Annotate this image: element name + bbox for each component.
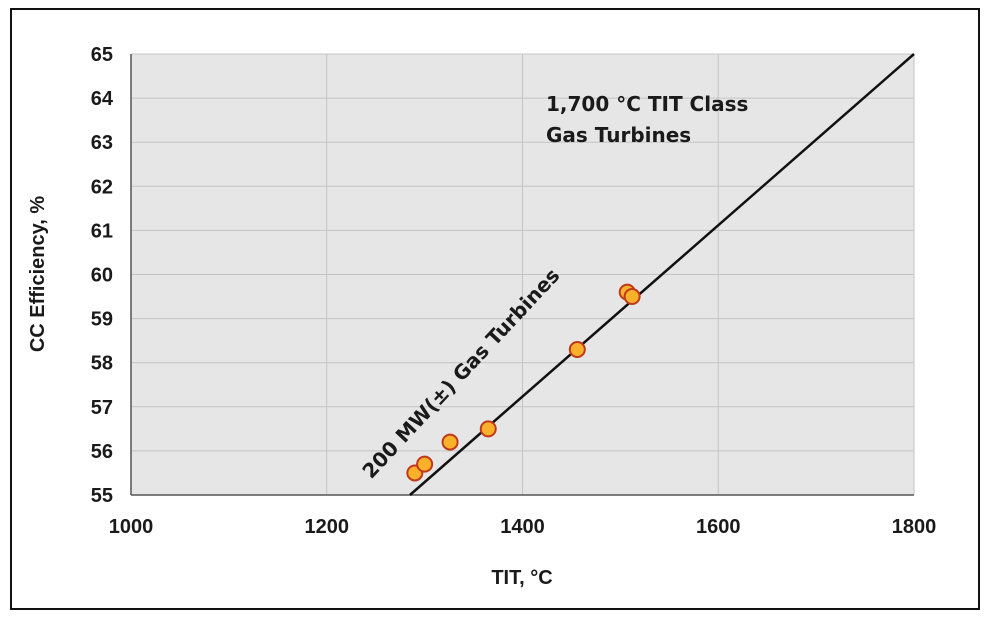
- data-point: [479, 420, 497, 438]
- x-tick-1800: 1800: [892, 516, 937, 538]
- y-tick-63: 63: [91, 132, 113, 154]
- grid: [131, 53, 915, 495]
- y-tick-62: 62: [91, 176, 113, 198]
- y-tick-61: 61: [91, 220, 113, 242]
- x-axis-label: TIT, °C: [491, 567, 552, 589]
- y-tick-64: 64: [91, 88, 114, 110]
- trend-line: [409, 53, 915, 496]
- x-tick-1000: 1000: [109, 516, 154, 538]
- data-point: [568, 340, 586, 358]
- y-tick-labels: 55 56 57 58 59 60 61 62 63 64 65: [91, 44, 114, 507]
- y-axis-label: CC Efficiency, %: [27, 196, 49, 353]
- data-points: [406, 283, 641, 482]
- data-point: [441, 433, 459, 451]
- y-tick-59: 59: [91, 309, 113, 331]
- axes: [130, 54, 914, 496]
- x-tick-1600: 1600: [696, 516, 741, 538]
- y-tick-56: 56: [91, 441, 113, 463]
- x-tick-1400: 1400: [500, 516, 545, 538]
- x-tick-1200: 1200: [305, 516, 350, 538]
- annotation-1700-line1: 1,700 °C TIT Class: [546, 92, 748, 116]
- y-tick-55: 55: [91, 485, 113, 507]
- x-tick-labels: 1000 1200 1400 1600 1800: [109, 516, 937, 538]
- y-tick-57: 57: [91, 397, 113, 419]
- annotation-1700-line2: Gas Turbines: [546, 123, 691, 147]
- y-tick-60: 60: [91, 265, 113, 287]
- y-tick-58: 58: [91, 353, 113, 375]
- data-point: [416, 455, 434, 473]
- y-tick-65: 65: [91, 44, 113, 66]
- data-point: [623, 288, 641, 306]
